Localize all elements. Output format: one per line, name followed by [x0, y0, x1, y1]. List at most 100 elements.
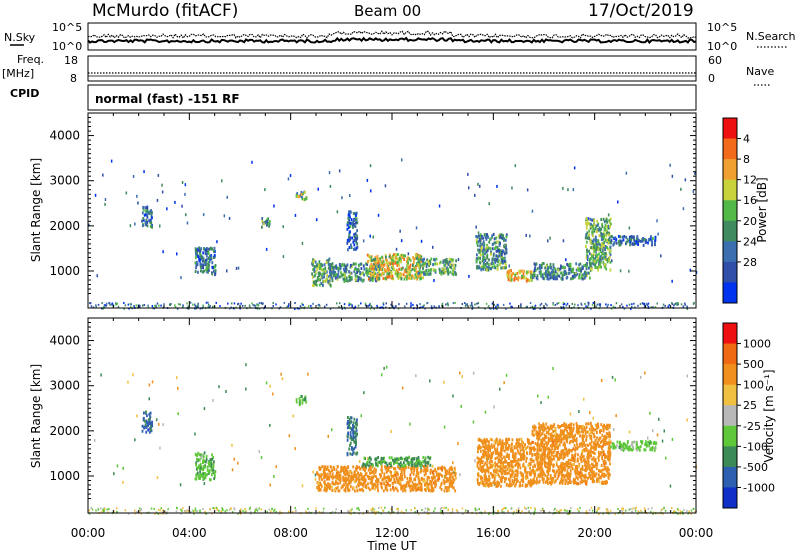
echo-cell [359, 271, 361, 274]
echo-cell [213, 460, 215, 463]
echo-cell [615, 414, 617, 417]
echo-cell [684, 303, 686, 305]
echo-cell [655, 236, 657, 239]
echo-cell [434, 485, 436, 488]
echo-cell [482, 460, 484, 463]
echo-cell [208, 257, 210, 260]
echo-cell [195, 463, 197, 466]
echo-cell [376, 278, 378, 281]
echo-cell [486, 303, 488, 305]
echo-cell [527, 446, 529, 449]
echo-cell [491, 262, 493, 265]
echo-cell [409, 486, 411, 489]
echo-cell [452, 478, 454, 481]
echo-cell [480, 268, 482, 271]
echo-cell [524, 443, 526, 446]
echo-cell [324, 263, 326, 266]
echo-cell [455, 264, 457, 267]
echo-cell [633, 303, 635, 305]
echo-cell [383, 367, 385, 370]
echo-cell [308, 305, 310, 307]
echo-cell [427, 483, 429, 486]
echo-cell [349, 302, 351, 304]
station-title: McMurdo (fitACF) [92, 1, 238, 21]
echo-cell [318, 486, 320, 489]
echo-cell [617, 508, 619, 510]
echo-cell [354, 490, 356, 493]
echo-cell [504, 252, 506, 255]
echo-cell [515, 164, 517, 167]
echo-cell [488, 241, 490, 244]
echo-cell [526, 484, 528, 487]
echo-cell [378, 271, 380, 274]
echo-cell [494, 465, 496, 468]
echo-cell [431, 305, 433, 307]
echo-cell [386, 302, 388, 304]
echo-cell [347, 466, 349, 469]
echo-cell [266, 248, 268, 251]
echo-cell [430, 272, 432, 275]
echo-cell [397, 462, 399, 465]
echo-cell [337, 471, 339, 474]
echo-cell [468, 275, 470, 278]
echo-cell [231, 444, 233, 447]
echo-cell [202, 475, 204, 478]
echo-cell [337, 465, 339, 468]
echo-cell [513, 278, 515, 281]
echo-cell [270, 510, 272, 512]
echo-cell [391, 456, 393, 459]
echo-cell [412, 464, 414, 467]
echo-cell [322, 465, 324, 468]
colorbar-segment [723, 159, 737, 180]
echo-cell [128, 304, 130, 306]
noise-tick-high: 10^5 [52, 21, 82, 34]
echo-cell [333, 274, 335, 277]
echo-cell [389, 263, 391, 266]
echo-cell [592, 510, 594, 512]
echo-cell [528, 507, 530, 509]
echo-cell [146, 421, 148, 424]
echo-cell [534, 274, 536, 277]
echo-cell [348, 489, 350, 492]
echo-cell [498, 259, 500, 262]
echo-cell [397, 489, 399, 492]
echo-cell [158, 174, 160, 177]
echo-cell [439, 205, 441, 208]
echo-cell [401, 239, 403, 242]
echo-cell [493, 254, 495, 257]
echo-cell [610, 304, 612, 306]
echo-cell [354, 470, 356, 473]
echo-cell [224, 214, 226, 217]
echo-cell [185, 213, 187, 216]
echo-cell [506, 274, 508, 277]
echo-cell [405, 459, 407, 462]
echo-cell [202, 305, 204, 307]
echo-cell [273, 475, 275, 478]
echo-cell [207, 302, 209, 304]
echo-cell [343, 268, 345, 271]
echo-cell [511, 278, 513, 281]
echo-cell [414, 478, 416, 481]
echo-cell [566, 510, 568, 512]
echo-cell [305, 401, 307, 404]
echo-cell [476, 241, 478, 244]
echo-cell [674, 510, 676, 512]
echo-cell [462, 303, 464, 305]
echo-cell [329, 271, 331, 274]
echo-cell [654, 242, 656, 245]
echo-cell [493, 406, 495, 409]
echo-cell [219, 305, 221, 307]
echo-cell [450, 271, 452, 274]
echo-cell [91, 305, 93, 307]
echo-cell [608, 219, 610, 222]
echo-cell [414, 273, 416, 276]
echo-cell [353, 487, 355, 490]
echo-cell [620, 235, 622, 238]
echo-cell [328, 435, 330, 438]
echo-cell [484, 463, 486, 466]
echo-cell [459, 372, 461, 375]
echo-cell [425, 508, 427, 510]
echo-cell [495, 246, 497, 249]
echo-cell [256, 304, 258, 306]
echo-cell [218, 510, 220, 512]
